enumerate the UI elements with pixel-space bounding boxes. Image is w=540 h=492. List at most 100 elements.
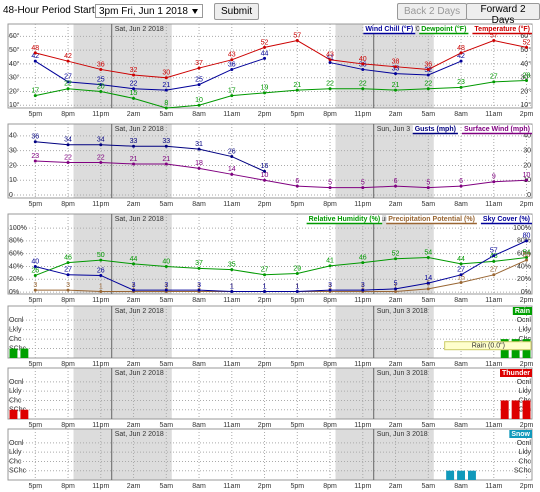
bar — [500, 400, 509, 419]
x-tick-label: 5pm — [290, 422, 304, 429]
data-point — [426, 256, 430, 260]
x-tick-label: 8am — [192, 422, 206, 429]
data-label: 50 — [523, 252, 531, 259]
data-point — [164, 264, 168, 268]
data-point — [492, 259, 496, 263]
x-tick-label: 2am — [127, 297, 141, 304]
data-point — [361, 288, 365, 292]
data-label: 80 — [523, 233, 531, 240]
data-point — [99, 143, 103, 147]
x-tick-label: 5am — [421, 361, 435, 368]
data-point — [394, 72, 398, 76]
data-point — [33, 264, 37, 268]
day-label: Sat, Jun 2 2018 — [115, 308, 164, 315]
legend-box — [363, 25, 416, 33]
data-point — [492, 80, 496, 84]
data-point — [492, 39, 496, 43]
day-label: Sat, Jun 2 2018 — [115, 26, 164, 33]
data-label: 5 — [426, 179, 430, 186]
x-tick-label: 8pm — [61, 361, 75, 368]
data-label: 33 — [392, 65, 400, 72]
data-point — [394, 289, 398, 293]
legend-label: Dewpoint (°F) — [421, 25, 466, 33]
x-tick-label: 5am — [421, 201, 435, 208]
x-tick-label: 11am — [223, 483, 240, 490]
data-label: 21 — [130, 156, 138, 163]
x-tick-label: 2pm — [258, 483, 272, 490]
x-tick-label: 5pm — [28, 201, 42, 208]
data-label: 6 — [394, 178, 398, 185]
data-label: 14 — [228, 166, 236, 173]
legend-label: Temperature (°F) — [474, 25, 530, 33]
x-tick-label: 2pm — [258, 361, 272, 368]
legend-box — [306, 215, 383, 223]
data-point — [33, 94, 37, 98]
x-tick-label: 8am — [454, 297, 468, 304]
legend-label: Gusts (mph) — [415, 126, 456, 133]
x-tick-label: 5am — [159, 483, 173, 490]
data-point — [132, 96, 136, 100]
y-tick-label-right: 10° — [520, 101, 531, 109]
data-point — [197, 83, 201, 87]
legend-box — [386, 215, 477, 223]
period-select[interactable]: 3pm Fri, Jun 1 2018 — [95, 4, 203, 18]
y-tick-label-right: 20 — [523, 162, 531, 169]
data-label: 6 — [459, 178, 463, 185]
data-label: 43 — [228, 52, 236, 59]
x-tick-label: 2pm — [520, 297, 534, 304]
x-tick-label: 11pm — [92, 422, 109, 429]
y-tick-label: Chc — [9, 336, 22, 343]
submit-button[interactable]: Submit — [214, 3, 260, 20]
data-point — [33, 159, 37, 163]
night-shade — [335, 124, 434, 198]
annotation-box — [444, 341, 532, 351]
x-tick-label: 11am — [485, 361, 502, 368]
x-tick-label: 11pm — [354, 483, 371, 490]
data-label: 15 — [130, 90, 138, 97]
data-label: 15 — [457, 274, 465, 281]
data-point — [328, 288, 332, 292]
data-label: 35 — [228, 262, 236, 269]
x-tick-label: 5am — [421, 111, 435, 118]
x-tick-label: 5pm — [290, 297, 304, 304]
data-label: 40 — [31, 258, 39, 265]
day-label: Sat, Jun 2 2018 — [115, 216, 164, 223]
data-label: 3 — [33, 282, 37, 289]
data-point — [230, 67, 234, 71]
data-label: 17 — [31, 87, 39, 94]
day-label: Sat, Jun 2 2018 — [115, 370, 164, 377]
data-label: 22 — [130, 81, 138, 88]
y-tick-label-right: Ocnl — [517, 440, 532, 447]
y-tick-label: SChc — [9, 468, 27, 475]
legend-box — [480, 215, 532, 223]
data-label: 21 — [293, 82, 301, 89]
y-tick-label-right: 60% — [517, 251, 531, 258]
data-label: 34 — [97, 137, 105, 144]
x-tick-label: 5pm — [28, 361, 42, 368]
x-tick-label: 2pm — [258, 297, 272, 304]
data-point — [230, 172, 234, 176]
data-point — [197, 166, 201, 170]
x-tick-label: 11am — [485, 297, 502, 304]
data-label: 36 — [97, 61, 105, 68]
data-label: 1 — [197, 283, 201, 290]
y-tick-label-right: Chc — [519, 458, 532, 465]
forward-button[interactable]: Forward 2 Days — [466, 3, 540, 26]
data-point — [230, 289, 234, 293]
x-tick-label: 11pm — [354, 201, 371, 208]
data-label: 1 — [99, 283, 103, 290]
y-tick-label-right: 40° — [520, 60, 531, 68]
x-tick-label: 8pm — [323, 201, 337, 208]
data-label: 48 — [31, 45, 39, 52]
data-label: 43 — [326, 52, 334, 59]
data-label: 1 — [394, 283, 398, 290]
period-label: 48-Hour Period Starting: — [3, 5, 111, 16]
back-button[interactable]: Back 2 Days — [397, 3, 468, 20]
data-point — [361, 186, 365, 190]
x-tick-label: 2am — [389, 111, 403, 118]
data-label: 1 — [361, 283, 365, 290]
data-point — [197, 66, 201, 70]
data-label: 22 — [64, 154, 72, 161]
x-tick-label: 11am — [223, 111, 240, 118]
